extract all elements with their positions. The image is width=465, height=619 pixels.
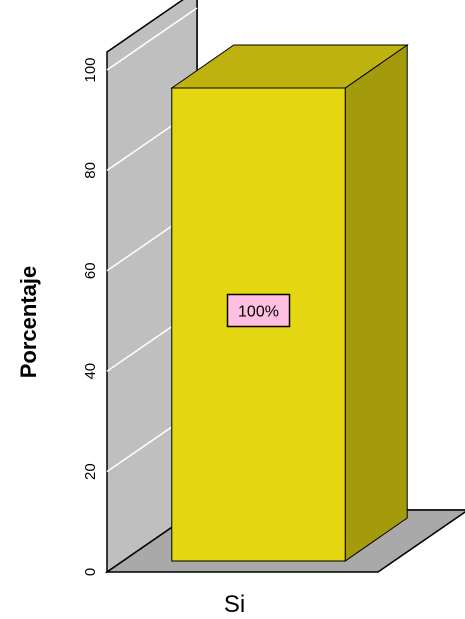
bar-si: 100%	[170, 44, 409, 562]
data-label-text: 100%	[238, 304, 279, 321]
y-tick-60: 60	[82, 262, 99, 279]
y-tick-20: 20	[82, 463, 99, 480]
y-tick-labels: 0 20 40 60 80 100	[82, 57, 99, 576]
gridline-100	[106, 7, 198, 71]
y-tick-100: 100	[82, 57, 99, 82]
y-tick-80: 80	[82, 162, 99, 179]
x-tick-si: Si	[224, 591, 245, 618]
bars: 100%	[170, 44, 409, 562]
y-tick-40: 40	[82, 363, 99, 380]
y-axis-label: Porcentaje	[16, 266, 41, 379]
y-tick-0: 0	[82, 568, 99, 576]
data-label-box	[226, 293, 291, 328]
bar-side	[344, 44, 408, 562]
x-tick-labels: Si	[224, 591, 245, 618]
data-label: 100%	[226, 293, 291, 328]
